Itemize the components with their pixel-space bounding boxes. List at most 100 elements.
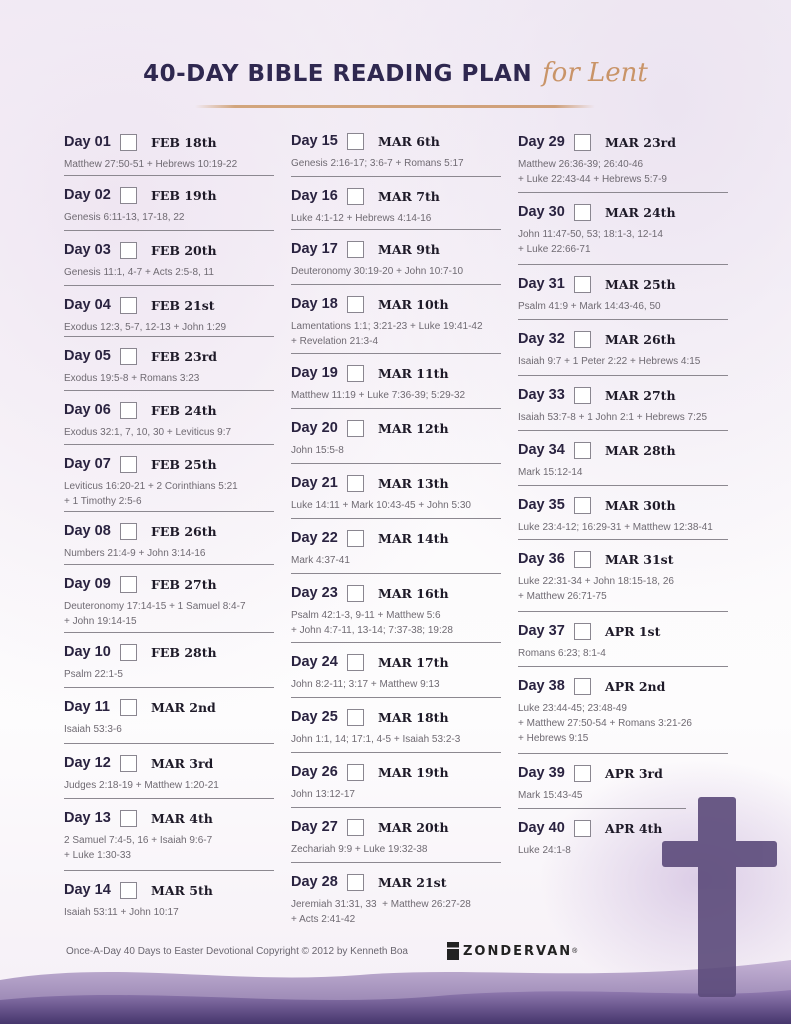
day-checkbox[interactable]	[574, 275, 591, 293]
day-checkbox[interactable]	[574, 622, 591, 640]
entry-header: Day 08 FEB 26th	[64, 520, 279, 542]
day-checkbox[interactable]	[574, 677, 591, 695]
entry-header: Day 26 MAR 19th	[291, 761, 506, 783]
day-date: MAR 3rd	[151, 755, 214, 771]
day-label: Day 11	[64, 699, 110, 715]
day-checkbox[interactable]	[120, 698, 137, 716]
day-date: MAR 14th	[378, 530, 449, 546]
day-checkbox[interactable]	[120, 186, 137, 204]
day-reading: Luke 23:44-45; 23:48-49 + Matthew 27:50-…	[518, 703, 692, 744]
day-checkbox[interactable]	[347, 364, 364, 382]
day-checkbox[interactable]	[120, 455, 137, 473]
day-checkbox[interactable]	[347, 295, 364, 313]
day-checkbox[interactable]	[120, 809, 137, 827]
day-label: Day 09	[64, 576, 111, 592]
day-label: Day 07	[64, 456, 111, 472]
entry-divider	[518, 375, 728, 376]
day-checkbox[interactable]	[347, 132, 364, 150]
entry-divider	[64, 175, 274, 176]
day-checkbox[interactable]	[120, 881, 137, 899]
day-label: Day 38	[518, 678, 565, 694]
title-underline	[195, 105, 595, 108]
day-checkbox[interactable]	[347, 763, 364, 781]
day-checkbox[interactable]	[574, 203, 591, 221]
day-checkbox[interactable]	[347, 818, 364, 836]
reading-entry: Day 30 MAR 24th John 11:47-50, 53; 18:1-3,…	[518, 201, 733, 257]
day-date: FEB 27th	[151, 576, 217, 592]
reading-entry: Day 15 MAR 6th Genesis 2:16-17; 3:6-7 + Ro…	[291, 130, 506, 171]
entry-header: Day 29 MAR 23rd	[518, 131, 733, 153]
day-checkbox[interactable]	[347, 474, 364, 492]
entry-divider	[64, 687, 274, 688]
day-checkbox[interactable]	[574, 764, 591, 782]
day-date: APR 1st	[605, 623, 661, 639]
day-checkbox[interactable]	[347, 584, 364, 602]
entry-header: Day 40 APR 4th	[518, 817, 733, 839]
day-checkbox[interactable]	[120, 643, 137, 661]
reading-entry: Day 31 MAR 25th Psalm 41:9 + Mark 14:43-46…	[518, 273, 733, 314]
day-checkbox[interactable]	[120, 754, 137, 772]
day-checkbox[interactable]	[347, 187, 364, 205]
day-reading: Isaiah 53:11 + John 10:17	[64, 907, 179, 918]
reading-entry: Day 01 FEB 18th Matthew 27:50-51 + Hebrews…	[64, 131, 279, 172]
day-checkbox[interactable]	[574, 550, 591, 568]
day-date: FEB 23rd	[151, 348, 218, 364]
entry-header: Day 09 FEB 27th	[64, 573, 279, 595]
entry-header: Day 07 FEB 25th	[64, 453, 279, 475]
reading-entry: Day 12 MAR 3rd Judges 2:18-19 + Matthew 1:…	[64, 752, 279, 793]
day-checkbox[interactable]	[120, 241, 137, 259]
day-date: FEB 18th	[151, 134, 217, 150]
entry-header: Day 34 MAR 28th	[518, 439, 733, 461]
day-checkbox[interactable]	[574, 386, 591, 404]
entry-header: Day 36 MAR 31st	[518, 548, 733, 570]
day-reading: Luke 24:1-8	[518, 845, 571, 856]
day-checkbox[interactable]	[574, 441, 591, 459]
day-checkbox[interactable]	[120, 296, 137, 314]
day-checkbox[interactable]	[574, 819, 591, 837]
day-label: Day 37	[518, 623, 565, 639]
day-checkbox[interactable]	[347, 873, 364, 891]
day-checkbox[interactable]	[347, 708, 364, 726]
reading-entry: Day 28 MAR 21st Jeremiah 31:31, 33 + Matth…	[291, 871, 506, 927]
entry-header: Day 02 FEB 19th	[64, 184, 279, 206]
day-checkbox[interactable]	[574, 330, 591, 348]
entry-header: Day 12 MAR 3rd	[64, 752, 279, 774]
copyright-text: Once-A-Day 40 Days to Easter Devotional …	[66, 946, 408, 957]
entry-header: Day 05 FEB 23rd	[64, 345, 279, 367]
day-date: MAR 26th	[605, 331, 676, 347]
day-reading: Lamentations 1:1; 3:21-23 + Luke 19:41-4…	[291, 321, 483, 347]
day-label: Day 21	[291, 475, 338, 491]
day-checkbox[interactable]	[120, 575, 137, 593]
reading-entry: Day 16 MAR 7th Luke 4:1-12 + Hebrews 4:14-…	[291, 185, 506, 226]
day-checkbox[interactable]	[120, 522, 137, 540]
day-reading: Genesis 2:16-17; 3:6-7 + Romans 5:17	[291, 158, 464, 169]
entry-divider	[64, 798, 274, 799]
day-label: Day 19	[291, 365, 338, 381]
day-checkbox[interactable]	[120, 401, 137, 419]
day-checkbox[interactable]	[347, 419, 364, 437]
reading-entry: Day 18 MAR 10th Lamentations 1:1; 3:21-23 …	[291, 293, 506, 349]
day-date: MAR 28th	[605, 442, 676, 458]
day-checkbox[interactable]	[574, 496, 591, 514]
day-checkbox[interactable]	[574, 133, 591, 151]
day-checkbox[interactable]	[120, 133, 137, 151]
entry-divider	[291, 752, 501, 753]
day-reading: Luke 4:1-12 + Hebrews 4:14-16	[291, 213, 432, 224]
entry-divider	[291, 353, 501, 354]
day-checkbox[interactable]	[347, 240, 364, 258]
day-label: Day 18	[291, 296, 338, 312]
day-checkbox[interactable]	[120, 347, 137, 365]
day-date: MAR 23rd	[605, 134, 676, 150]
day-reading: Exodus 12:3, 5-7, 12-13 + John 1:29	[64, 322, 227, 333]
entry-header: Day 38 APR 2nd	[518, 675, 733, 697]
day-reading: Luke 23:4-12; 16:29-31 + Matthew 12:38-4…	[518, 522, 713, 533]
reading-entry: Day 04 FEB 21st Exodus 12:3, 5-7, 12-13 + …	[64, 294, 279, 335]
title-main: 40-DAY BIBLE READING PLAN	[143, 61, 533, 87]
entry-header: Day 17 MAR 9th	[291, 238, 506, 260]
day-date: MAR 27th	[605, 387, 676, 403]
day-checkbox[interactable]	[347, 529, 364, 547]
day-reading: Matthew 11:19 + Luke 7:36-39; 5:29-32	[291, 390, 466, 401]
day-checkbox[interactable]	[347, 653, 364, 671]
entry-header: Day 19 MAR 11th	[291, 362, 506, 384]
